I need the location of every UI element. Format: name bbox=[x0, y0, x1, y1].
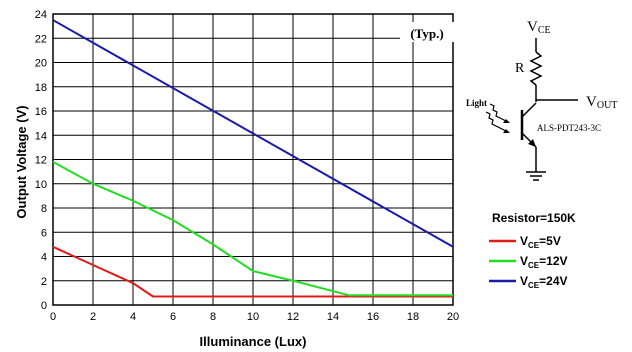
y-axis-title: Output Voltage (V) bbox=[14, 105, 29, 218]
x-tick-label: 10 bbox=[247, 311, 259, 323]
y-tick-label: 22 bbox=[35, 33, 47, 45]
x-tick-label: 20 bbox=[447, 311, 459, 323]
y-tick-label: 16 bbox=[35, 106, 47, 118]
plot-frame bbox=[52, 13, 454, 306]
x-tick-label: 6 bbox=[170, 311, 176, 323]
x-tick-label: 16 bbox=[367, 311, 379, 323]
x-tick-label: 12 bbox=[287, 311, 299, 323]
y-tick-label: 12 bbox=[35, 155, 47, 167]
legend-label-2: VCE=24V bbox=[520, 274, 568, 290]
x-tick-labels: 0 2 4 6 8 10 12 14 16 18 20 bbox=[50, 311, 459, 323]
y-tick-label: 4 bbox=[41, 252, 47, 264]
x-tick-label: 14 bbox=[327, 311, 339, 323]
x-tick-label: 8 bbox=[210, 311, 216, 323]
y-tick-label: 14 bbox=[35, 130, 47, 142]
series-line-0 bbox=[52, 245, 453, 298]
light-rays-icon bbox=[485, 103, 510, 133]
x-tick-label: 2 bbox=[90, 311, 96, 323]
circuit-r-label: R bbox=[515, 61, 525, 76]
x-axis-title: Illuminance (Lux) bbox=[200, 334, 307, 349]
phototransistor-collector bbox=[521, 102, 537, 118]
circuit-diagram: VCE R VOUT Light ALS-PDT243-3C bbox=[466, 19, 617, 181]
legend-label-1: VCE=12V bbox=[520, 254, 568, 270]
chart-grid bbox=[52, 13, 454, 306]
circuit-resistor bbox=[529, 51, 543, 86]
legend-label-0: VCE=5V bbox=[520, 234, 561, 250]
circuit-vce-label: VCE bbox=[527, 19, 551, 36]
legend: VCE=5V VCE=12V VCE=24V bbox=[489, 234, 568, 290]
annotation-background bbox=[400, 22, 454, 42]
circuit-part-label: ALS-PDT243-3C bbox=[537, 123, 601, 133]
x-tick-label: 0 bbox=[50, 311, 56, 323]
y-tick-label: 2 bbox=[41, 276, 47, 288]
y-tick-label: 8 bbox=[41, 203, 47, 215]
series-line-1 bbox=[52, 161, 453, 297]
x-tick-label: 18 bbox=[407, 311, 419, 323]
y-tick-label: 0 bbox=[41, 300, 47, 312]
typ-annotation: (Typ.) bbox=[410, 26, 443, 41]
y-tick-label: 10 bbox=[35, 179, 47, 191]
y-tick-label: 24 bbox=[35, 9, 47, 21]
series-line-2 bbox=[52, 19, 454, 248]
chart-series bbox=[52, 19, 454, 298]
x-tick-label: 4 bbox=[130, 311, 136, 323]
y-tick-label: 6 bbox=[41, 227, 47, 239]
circuit-vout-label: VOUT bbox=[586, 94, 617, 111]
y-tick-label: 18 bbox=[35, 82, 47, 94]
legend-title: Resistor=150K bbox=[492, 211, 576, 225]
y-tick-label: 20 bbox=[35, 58, 47, 70]
emitter-arrow-icon bbox=[528, 139, 536, 147]
circuit-light-label: Light bbox=[466, 98, 487, 108]
